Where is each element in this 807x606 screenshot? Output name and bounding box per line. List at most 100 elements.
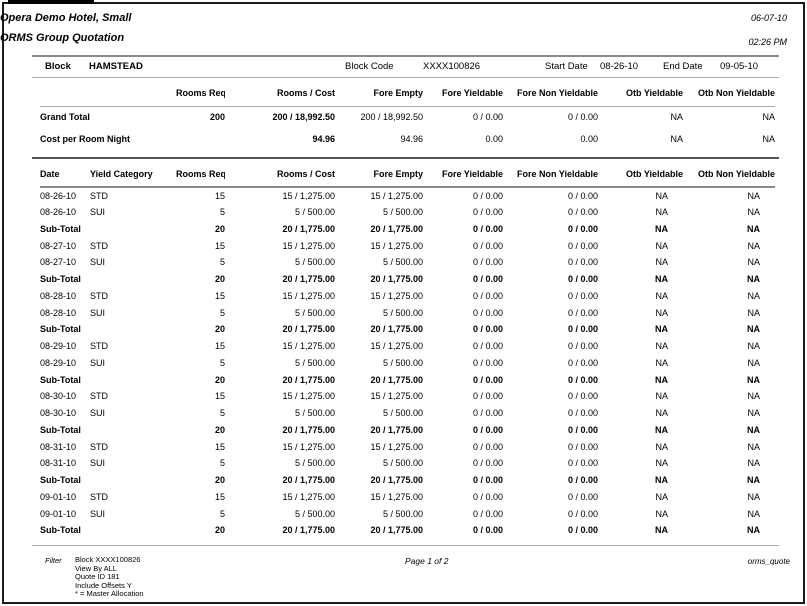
detail-cell-rooms-req: 20 — [214, 223, 225, 234]
filter-lines: Block XXXX100826 View By ALL Quote ID 18… — [75, 555, 144, 599]
detail-cell-otb-non-yieldable: NA — [747, 391, 760, 402]
detail-cell-fore-empty: 20 / 1,775.00 — [370, 525, 423, 536]
detail-cell-rooms-req: 15 — [214, 341, 225, 352]
report-subtitle: ORMS Group Quotation — [0, 32, 125, 44]
detail-cell-rooms-cost: 20 / 1,775.00 — [282, 525, 335, 536]
summary-table-body: Grand Total 200 200 / 18,992.50 200 / 18,99… — [40, 106, 775, 150]
divider-header — [32, 55, 779, 57]
detail-cell-otb-yieldable: NA — [655, 324, 668, 335]
detail-cell-date: Sub-Total — [40, 274, 81, 285]
summary-cell-label: Grand Total — [40, 112, 90, 123]
detail-cell-otb-yieldable: NA — [655, 274, 668, 285]
detail-cell-rooms-req: 15 — [214, 290, 225, 301]
detail-cell-rooms-cost: 15 / 1,275.00 — [282, 391, 335, 402]
table-row: 08-26-10 SUI 5 5 / 500.00 5 / 500.00 0 / 0.00… — [40, 204, 775, 221]
summary-cell-fore-yieldable: 0 / 0.00 — [472, 112, 503, 123]
detail-cell-fore-non-yieldable: 0 / 0.00 — [567, 207, 598, 218]
detail-cell-fore-non-yieldable: 0 / 0.00 — [567, 307, 598, 318]
summary-cell-rooms-req: 200 — [209, 112, 225, 123]
subtotal-row: Sub-Total 20 20 / 1,775.00 20 / 1,775.00 0 /… — [40, 472, 775, 489]
page-indicator: Page 1 of 2 — [405, 556, 449, 566]
detail-cell-rooms-cost: 20 / 1,775.00 — [282, 223, 335, 234]
subtotal-row: Sub-Total 20 20 / 1,775.00 20 / 1,775.00 0 /… — [40, 371, 775, 388]
detail-cell-rooms-req: 5 — [219, 307, 225, 318]
detail-cell-fore-non-yieldable: 0 / 0.00 — [567, 374, 598, 385]
detail-cell-yield-category: STD — [90, 240, 108, 251]
report-code: orms_quote — [747, 557, 790, 566]
detail-cell-fore-yieldable: 0 / 0.00 — [472, 207, 503, 218]
detail-cell-rooms-req: 20 — [214, 525, 225, 536]
table-row: 08-29-10 SUI 5 5 / 500.00 5 / 500.00 0 / 0.00… — [40, 355, 775, 372]
detail-cell-yield-category — [90, 271, 176, 288]
detail-cell-fore-yieldable: 0 / 0.00 — [472, 491, 503, 502]
detail-cell-fore-yieldable: 0 / 0.00 — [472, 190, 503, 201]
detail-cell-fore-non-yieldable: 0 / 0.00 — [567, 357, 598, 368]
detail-cell-rooms-req: 15 — [214, 190, 225, 201]
detail-cell-rooms-cost: 20 / 1,775.00 — [282, 424, 335, 435]
table-row: 09-01-10 STD 15 15 / 1,275.00 15 / 1,275.00 0… — [40, 489, 775, 506]
detail-header-yield-category: Yield Category — [90, 162, 176, 188]
report-time: 02:26 PM — [748, 37, 787, 47]
detail-cell-fore-empty: 5 / 500.00 — [382, 307, 423, 318]
report-date: 06-07-10 — [750, 13, 787, 23]
detail-cell-fore-empty: 5 / 500.00 — [382, 408, 423, 419]
detail-cell-otb-yieldable: NA — [655, 491, 668, 502]
summary-cell-otb-non-yieldable: NA — [762, 134, 775, 144]
detail-cell-otb-yieldable: NA — [655, 341, 668, 352]
summary-table: Rooms Req. Rooms / Cost Fore Empty Fore … — [40, 80, 775, 150]
detail-cell-rooms-cost: 15 / 1,275.00 — [282, 491, 335, 502]
detail-cell-fore-empty: 5 / 500.00 — [382, 508, 423, 519]
detail-cell-yield-category: STD — [90, 190, 108, 201]
detail-cell-rooms-req: 5 — [219, 357, 225, 368]
start-date-label: Start Date — [545, 61, 588, 72]
divider-section — [32, 157, 779, 159]
detail-cell-fore-yieldable: 0 / 0.00 — [472, 240, 503, 251]
detail-cell-otb-yieldable: NA — [655, 374, 668, 385]
detail-cell-date: 08-30-10 — [40, 408, 77, 419]
subtotal-row: Sub-Total 20 20 / 1,775.00 20 / 1,775.00 0 /… — [40, 221, 775, 238]
detail-cell-otb-non-yieldable: NA — [747, 240, 760, 251]
border-artifact — [8, 0, 94, 4]
detail-cell-fore-yieldable: 0 / 0.00 — [472, 257, 503, 268]
detail-cell-otb-yieldable: NA — [655, 508, 668, 519]
detail-cell-otb-yieldable: NA — [655, 240, 668, 251]
detail-cell-fore-empty: 5 / 500.00 — [382, 357, 423, 368]
detail-header-date: Date — [40, 162, 90, 188]
detail-cell-fore-empty: 15 / 1,275.00 — [370, 491, 423, 502]
detail-cell-fore-non-yieldable: 0 / 0.00 — [567, 257, 598, 268]
table-row: 08-28-10 STD 15 15 / 1,275.00 15 / 1,275.00 0… — [40, 288, 775, 305]
detail-header-fore-yieldable: Fore Yieldable — [423, 162, 503, 188]
block-value: HAMSTEAD — [89, 61, 143, 72]
detail-cell-fore-empty: 20 / 1,775.00 — [370, 324, 423, 335]
detail-cell-rooms-cost: 15 / 1,275.00 — [282, 240, 335, 251]
subtotal-row: Sub-Total 20 20 / 1,775.00 20 / 1,775.00 0 /… — [40, 422, 775, 439]
detail-cell-yield-category: STD — [90, 341, 108, 352]
summary-header-rooms-req: Rooms Req. — [176, 80, 225, 107]
detail-cell-fore-empty: 15 / 1,275.00 — [370, 441, 423, 452]
detail-cell-fore-empty: 15 / 1,275.00 — [370, 341, 423, 352]
detail-table: Date Yield Category Rooms Req. Rooms / C… — [40, 162, 775, 539]
filter-line-include-offsets: Include Offsets Y — [75, 580, 132, 590]
detail-cell-rooms-cost: 5 / 500.00 — [294, 307, 335, 318]
detail-cell-otb-non-yieldable: NA — [747, 475, 760, 486]
detail-cell-rooms-req: 20 — [214, 374, 225, 385]
table-row: 08-26-10 STD 15 15 / 1,275.00 15 / 1,275.00 0… — [40, 187, 775, 204]
detail-header-fore-non-yieldable: Fore Non Yieldable — [503, 162, 598, 188]
summary-cell-otb-non-yieldable: NA — [762, 112, 775, 123]
subtotal-row: Sub-Total 20 20 / 1,775.00 20 / 1,775.00 0 /… — [40, 271, 775, 288]
detail-cell-yield-category: SUI — [90, 458, 106, 469]
detail-cell-fore-empty: 5 / 500.00 — [382, 207, 423, 218]
detail-cell-fore-yieldable: 0 / 0.00 — [472, 357, 503, 368]
table-row: 08-27-10 SUI 5 5 / 500.00 5 / 500.00 0 / 0.00… — [40, 254, 775, 271]
detail-cell-otb-non-yieldable: NA — [747, 341, 760, 352]
detail-cell-fore-non-yieldable: 0 / 0.00 — [567, 525, 598, 536]
summary-cell-fore-empty: 94.96 — [400, 134, 423, 144]
detail-cell-otb-yieldable: NA — [655, 257, 668, 268]
detail-cell-fore-empty: 20 / 1,775.00 — [370, 424, 423, 435]
detail-cell-fore-empty: 20 / 1,775.00 — [370, 475, 423, 486]
detail-cell-yield-category: STD — [90, 491, 108, 502]
detail-cell-rooms-req: 20 — [214, 274, 225, 285]
detail-cell-date: 08-26-10 — [40, 207, 77, 218]
table-row: Grand Total 200 200 / 18,992.50 200 / 18,99… — [40, 106, 775, 128]
summary-cell-fore-yieldable: 0.00 — [485, 134, 503, 144]
